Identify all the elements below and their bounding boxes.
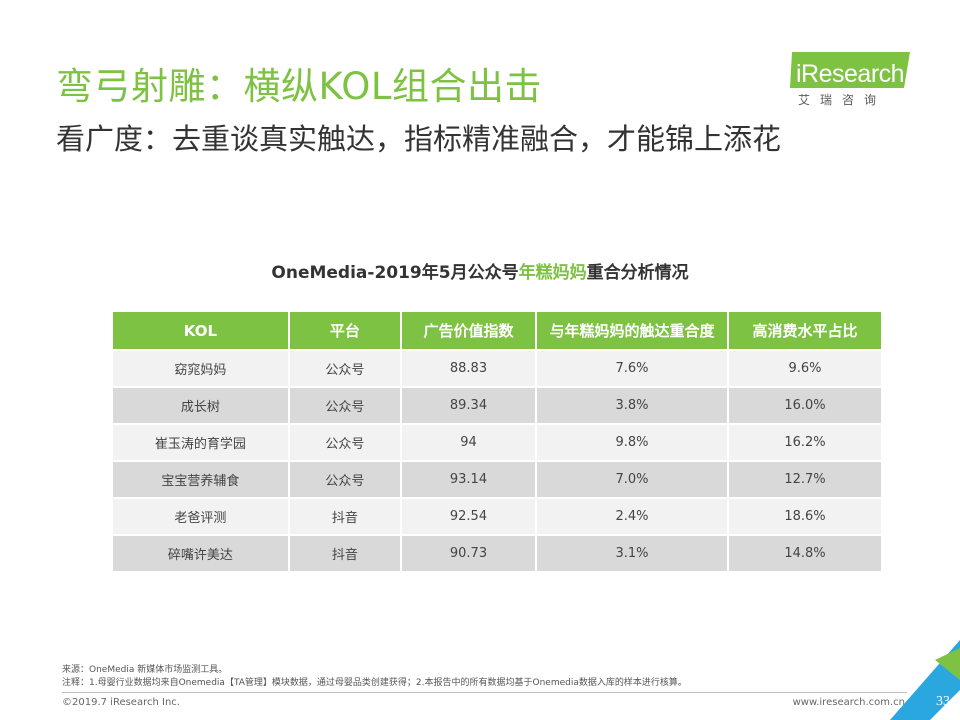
cell-kol: 崔玉涛的育学园 [113,425,288,460]
cell-ad-index: 90.73 [401,536,535,571]
cell-platform: 公众号 [289,462,400,497]
table-header-row: KOL 平台 广告价值指数 与年糕妈妈的触达重合度 高消费水平占比 [113,312,881,349]
remark-note: 注释：1.母婴行业数据均来自Onemedia【TA管理】模块数据，通过母婴品类创… [62,678,687,688]
cell-platform: 公众号 [289,425,400,460]
cell-platform: 抖音 [289,536,400,571]
cell-ad-index: 89.34 [401,388,535,423]
table-title: OneMedia-2019年5月公众号年糕妈妈重合分析情况 [0,258,960,283]
cell-platform: 公众号 [289,351,400,386]
corner-decoration [890,640,960,720]
cell-ad-index: 93.14 [401,462,535,497]
page-number: 33 [936,694,950,709]
table-row: 碎嘴许美达 抖音 90.73 3.1% 14.8% [113,536,881,571]
cell-high-spend: 9.6% [728,351,881,386]
cell-high-spend: 12.7% [728,462,881,497]
page-title: 弯弓射雕：横纵KOL组合出击 [56,65,542,108]
cell-overlap: 7.0% [536,462,727,497]
footnote: 来源：OneMedia 新媒体市场监测工具。 注释：1.母婴行业数据均来自One… [62,664,687,690]
table-row: 老爸评测 抖音 92.54 2.4% 18.6% [113,499,881,534]
column-header-platform: 平台 [289,312,400,349]
logo-subtext: 艾瑞咨询 [798,93,887,107]
cell-platform: 公众号 [289,388,400,423]
column-header-high-spend: 高消费水平占比 [728,312,881,349]
table-title-suffix: 重合分析情况 [586,263,689,283]
cell-overlap: 9.8% [536,425,727,460]
logo-text: iResearch [796,60,905,88]
copyright: ©2019.7 iResearch Inc. [62,697,180,708]
column-header-kol: KOL [113,312,288,349]
column-header-overlap: 与年糕妈妈的触达重合度 [536,312,727,349]
website-link[interactable]: www.iresearch.com.cn [792,697,905,708]
logo-badge-shape [790,52,910,88]
cell-kol: 窈窕妈妈 [113,351,288,386]
cell-platform: 抖音 [289,499,400,534]
cell-high-spend: 16.2% [728,425,881,460]
page-subtitle: 看广度：去重谈真实触达，指标精准融合，才能锦上添花 [56,122,782,156]
cell-ad-index: 94 [401,425,535,460]
table-title-prefix: OneMedia-2019年5月公众号 [271,263,519,283]
cell-kol: 成长树 [113,388,288,423]
table-title-highlight: 年糕妈妈 [518,263,587,283]
source-note: 来源：OneMedia 新媒体市场监测工具。 [62,665,228,675]
cell-kol: 宝宝营养辅食 [113,462,288,497]
table-row: 窈窕妈妈 公众号 88.83 7.6% 9.6% [113,351,881,386]
cell-high-spend: 14.8% [728,536,881,571]
table-row: 崔玉涛的育学园 公众号 94 9.8% 16.2% [113,425,881,460]
table-row: 成长树 公众号 89.34 3.8% 16.0% [113,388,881,423]
cell-kol: 碎嘴许美达 [113,536,288,571]
kol-overlap-table: KOL 平台 广告价值指数 与年糕妈妈的触达重合度 高消费水平占比 窈窕妈妈 公… [111,310,883,573]
cell-overlap: 3.1% [536,536,727,571]
cell-overlap: 3.8% [536,388,727,423]
cell-kol: 老爸评测 [113,499,288,534]
cell-ad-index: 88.83 [401,351,535,386]
cell-ad-index: 92.54 [401,499,535,534]
cell-overlap: 2.4% [536,499,727,534]
cell-high-spend: 18.6% [728,499,881,534]
table-row: 宝宝营养辅食 公众号 93.14 7.0% 12.7% [113,462,881,497]
iresearch-logo: iResearch 艾瑞咨询 [788,50,914,112]
footer-divider [62,692,907,693]
cell-high-spend: 16.0% [728,388,881,423]
column-header-ad-index: 广告价值指数 [401,312,535,349]
cell-overlap: 7.6% [536,351,727,386]
